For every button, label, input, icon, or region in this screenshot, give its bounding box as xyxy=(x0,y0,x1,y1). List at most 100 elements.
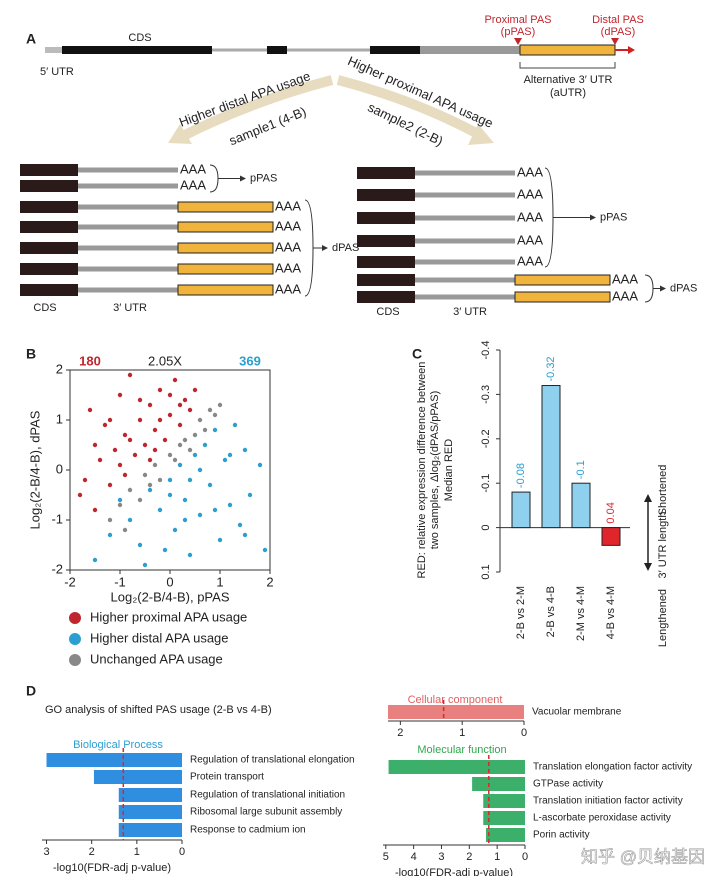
point xyxy=(242,532,248,538)
point xyxy=(157,387,163,393)
arrowhead xyxy=(590,214,596,221)
annotation: 369 xyxy=(239,353,261,368)
polya: AAA xyxy=(275,218,301,233)
pas-label: Proximal PAS xyxy=(484,14,551,26)
point xyxy=(147,487,153,493)
polya: AAA xyxy=(612,271,638,286)
point xyxy=(162,437,168,443)
x-tick-label: 2-B vs 2-M xyxy=(515,586,527,639)
point xyxy=(167,392,173,398)
annotation: 180 xyxy=(79,353,101,368)
polya: AAA xyxy=(517,253,543,268)
polya: AAA xyxy=(612,288,638,303)
point xyxy=(197,417,203,423)
autr-box xyxy=(177,221,274,233)
point xyxy=(182,397,188,403)
y-axis-label: Log₂(2-B/4-B), dPAS xyxy=(27,410,42,529)
arrowhead xyxy=(322,245,328,251)
point xyxy=(167,492,173,498)
legend-label: Higher proximal APA usage xyxy=(90,609,247,624)
point xyxy=(142,562,148,568)
point xyxy=(172,377,178,383)
x-tick-label: 3 xyxy=(438,851,444,863)
panel-label: C xyxy=(412,346,422,362)
point xyxy=(137,417,143,423)
x-tick-label: 0 xyxy=(522,851,528,863)
point xyxy=(207,407,213,413)
autr-box xyxy=(519,44,616,56)
x-tick-label: 1 xyxy=(459,727,465,739)
pas-out: pPAS xyxy=(250,172,277,184)
bar xyxy=(483,811,525,825)
point xyxy=(92,442,98,448)
polya: AAA xyxy=(180,161,206,176)
arrow-label: sample2 (2-B) xyxy=(365,99,445,148)
point xyxy=(192,387,198,393)
point xyxy=(247,492,253,498)
bar xyxy=(118,788,182,802)
point xyxy=(197,512,203,518)
y-tick-label: 1 xyxy=(56,411,63,426)
point xyxy=(187,477,193,483)
y-tick-label: -2 xyxy=(51,561,63,576)
cds-box xyxy=(357,167,415,179)
x-tick-label: 2 xyxy=(466,851,472,863)
legend-label: Higher distal APA usage xyxy=(90,630,229,645)
cds-box xyxy=(20,180,78,192)
point xyxy=(222,457,228,463)
point xyxy=(187,447,193,453)
category-label: Protein transport xyxy=(190,772,264,783)
autr-box xyxy=(177,201,274,213)
point xyxy=(177,462,183,468)
panel-title: Molecular function xyxy=(417,744,506,756)
bar xyxy=(388,705,524,719)
point xyxy=(127,517,133,523)
cds-box xyxy=(20,284,78,296)
x-axis-label: -log10(FDR-adj p-value) xyxy=(53,862,171,874)
plot-frame xyxy=(69,369,271,571)
y-tick-label: 0 xyxy=(56,461,63,476)
point xyxy=(157,477,163,483)
arrowhead xyxy=(644,563,652,571)
polya: AAA xyxy=(180,177,206,192)
point xyxy=(87,407,93,413)
panel-label: D xyxy=(26,683,36,699)
point xyxy=(127,437,133,443)
polya: AAA xyxy=(517,232,543,247)
side-label: Shortened xyxy=(657,465,669,516)
point xyxy=(122,432,128,438)
pas-out: dPAS xyxy=(670,282,697,294)
pas-marker xyxy=(611,38,619,45)
x-tick-label: 2-B vs 4-B xyxy=(545,586,557,637)
cds-box xyxy=(20,164,78,176)
point xyxy=(187,407,193,413)
autr-box xyxy=(177,263,274,275)
point xyxy=(82,477,88,483)
curved-arrow xyxy=(182,75,334,140)
point xyxy=(217,402,223,408)
bar xyxy=(483,794,525,808)
y-tick-label: -0.1 xyxy=(480,474,492,493)
point xyxy=(212,412,218,418)
bar xyxy=(571,482,591,529)
x-tick-label: 3 xyxy=(43,846,49,858)
x-tick-label: 2 xyxy=(397,727,403,739)
point xyxy=(232,422,238,428)
bar xyxy=(601,527,621,546)
point xyxy=(167,477,173,483)
value-label: -0.1 xyxy=(575,460,587,479)
cds-label: CDS xyxy=(128,32,151,44)
utr3-label: 3′ UTR xyxy=(113,302,147,314)
bar xyxy=(46,753,182,767)
bar xyxy=(541,385,561,529)
point xyxy=(137,497,143,503)
y-tick-label: -0.2 xyxy=(480,429,492,448)
point xyxy=(117,462,123,468)
x-tick-label: 2-M vs 4-M xyxy=(575,586,587,641)
pas-out: dPAS xyxy=(332,242,359,254)
point xyxy=(107,482,113,488)
x-tick-label: 1 xyxy=(216,574,223,589)
autr-box xyxy=(514,291,611,303)
point xyxy=(262,547,268,553)
point xyxy=(92,557,98,563)
